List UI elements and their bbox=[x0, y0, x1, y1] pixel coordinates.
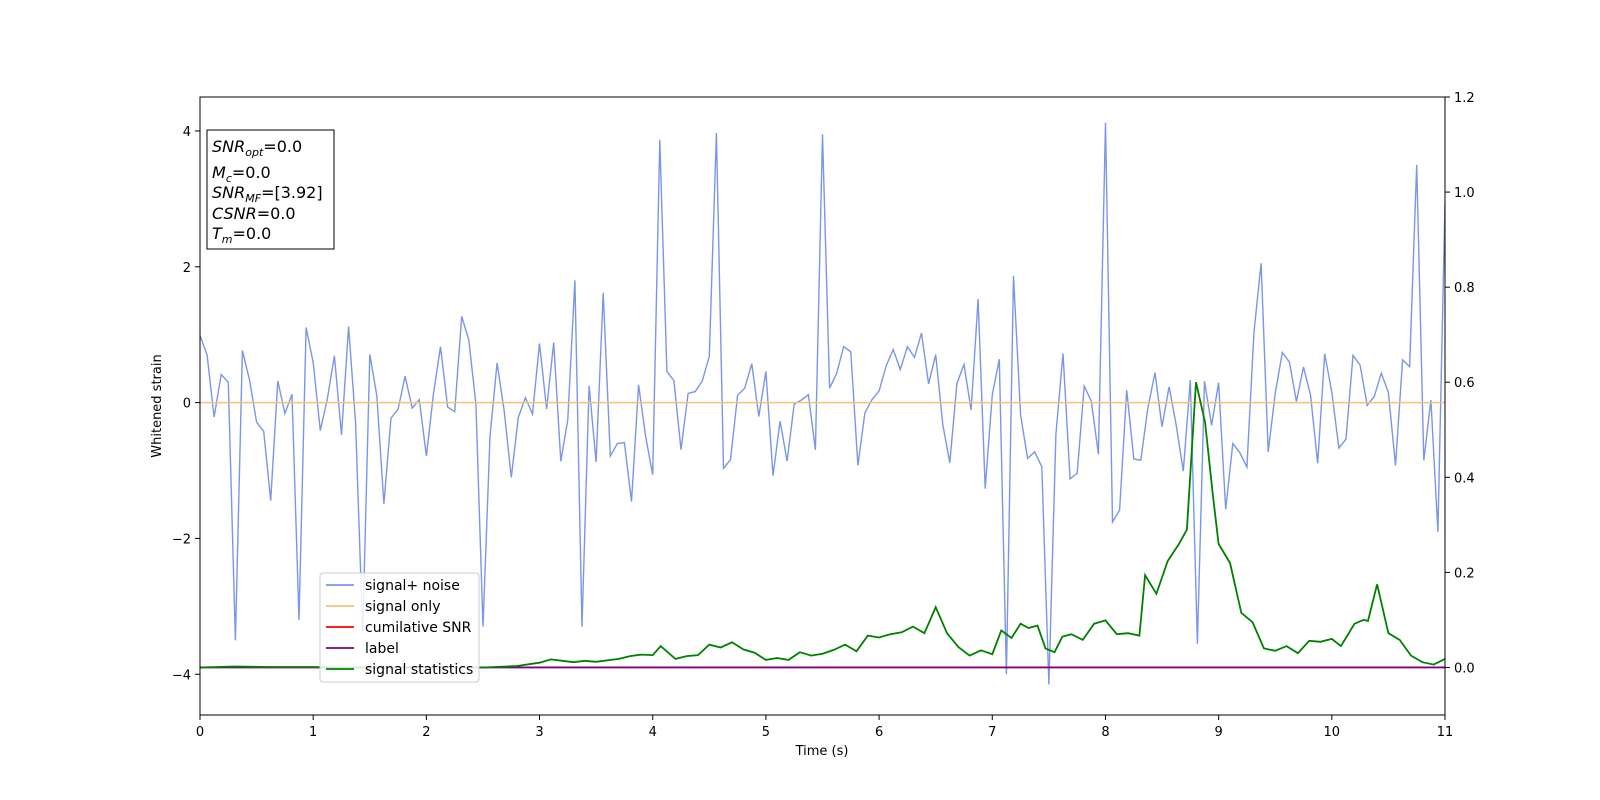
info-line: Tm=0.0 bbox=[212, 224, 271, 246]
legend-frame bbox=[319, 572, 480, 683]
legend: signal+ noise signal only cumilative SNR la… bbox=[319, 572, 480, 683]
y2-tick-label: 0.0 bbox=[1454, 661, 1475, 676]
y-tick-label: 4 bbox=[183, 125, 191, 140]
y2-tick-label: 0.4 bbox=[1454, 471, 1475, 486]
y-tick-label: −4 bbox=[172, 668, 191, 683]
signal-statistics-line bbox=[200, 382, 1445, 669]
x-tick-label: 1 bbox=[309, 725, 317, 740]
x-axis-ticks: 0 1 2 3 4 5 6 7 8 9 10 11 bbox=[196, 715, 1453, 740]
signal-noise-series bbox=[200, 122, 1445, 685]
x-tick-label: 10 bbox=[1324, 725, 1341, 740]
y-axis-ticks: −4 −2 0 2 4 bbox=[172, 125, 200, 683]
y-tick-label: 2 bbox=[183, 261, 191, 276]
legend-label: cumilative SNR bbox=[365, 620, 472, 636]
legend-label: signal only bbox=[365, 599, 440, 615]
y2-tick-label: 0.6 bbox=[1454, 376, 1475, 391]
y2-tick-label: 0.8 bbox=[1454, 281, 1475, 296]
y-tick-label: 0 bbox=[183, 397, 191, 412]
x-tick-label: 8 bbox=[1101, 725, 1109, 740]
x-tick-label: 11 bbox=[1437, 725, 1454, 740]
info-line: SNRopt=0.0 bbox=[212, 137, 302, 159]
y2-tick-label: 1.2 bbox=[1454, 91, 1475, 106]
x-tick-label: 5 bbox=[762, 725, 770, 740]
info-box-frame bbox=[206, 129, 335, 250]
x-tick-label: 4 bbox=[649, 725, 657, 740]
legend-label: signal+ noise bbox=[365, 578, 460, 594]
x-tick-label: 0 bbox=[196, 725, 204, 740]
info-line: CSNR=0.0 bbox=[212, 204, 296, 223]
y2-axis-ticks: 0.0 0.2 0.4 0.6 0.8 1.0 1.2 bbox=[1445, 91, 1475, 676]
x-tick-label: 3 bbox=[535, 725, 543, 740]
axes-frame bbox=[199, 96, 1446, 716]
y2-tick-label: 1.0 bbox=[1454, 186, 1475, 201]
info-line: SNRMF=[3.92] bbox=[212, 183, 323, 205]
legend-label: label bbox=[365, 641, 399, 657]
signal-statistics-series bbox=[200, 382, 1445, 669]
legend-label: signal statistics bbox=[365, 662, 473, 678]
x-tick-label: 2 bbox=[422, 725, 430, 740]
info-box: SNRopt=0.0 Mc=0.0SNRMF=[3.92]CSNR=0.0Tm=0… bbox=[206, 129, 335, 250]
signal-noise-line bbox=[200, 122, 1445, 685]
y-tick-label: −2 bbox=[172, 532, 191, 547]
y2-tick-label: 0.2 bbox=[1454, 566, 1475, 581]
x-axis-label: Time (s) bbox=[795, 744, 849, 759]
info-line: Mc=0.0 bbox=[212, 163, 271, 185]
y-axis-label: Whitened strain bbox=[150, 354, 165, 457]
x-tick-label: 9 bbox=[1214, 725, 1222, 740]
x-tick-label: 7 bbox=[988, 725, 996, 740]
x-tick-label: 6 bbox=[875, 725, 883, 740]
